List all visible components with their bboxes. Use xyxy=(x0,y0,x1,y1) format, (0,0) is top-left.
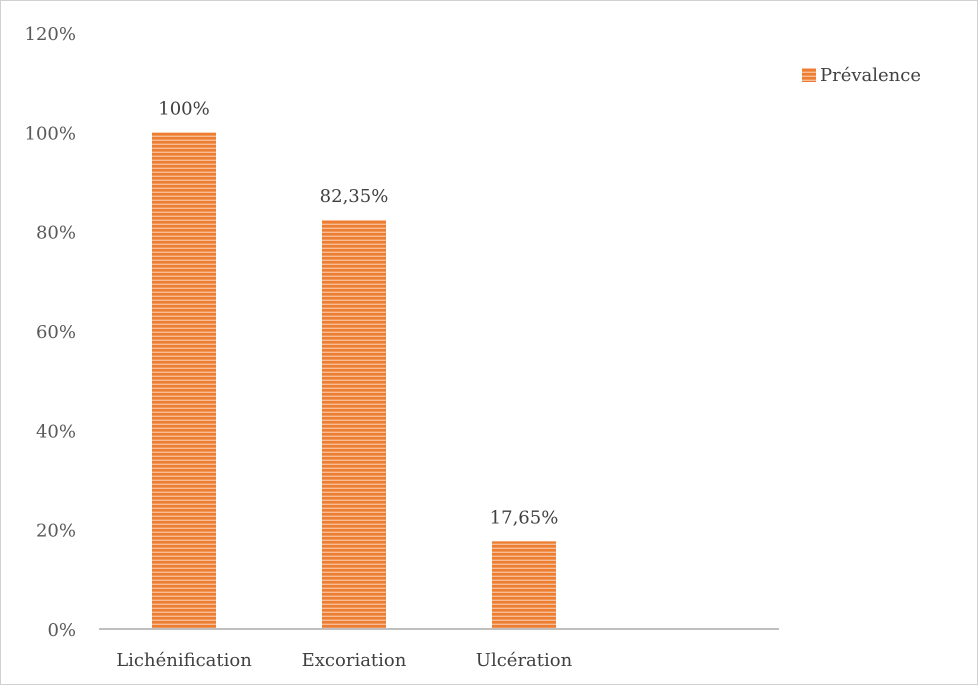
y-tick-label: 60% xyxy=(36,322,76,343)
legend-label: Prévalence xyxy=(820,65,921,86)
legend: Prévalence xyxy=(802,65,921,86)
x-category-label: Excoriation xyxy=(302,650,407,671)
bar-ulceration xyxy=(492,541,556,629)
y-axis: 0% 20% 40% 60% 80% 100% 120% xyxy=(25,24,76,641)
bar-excoriation xyxy=(322,219,386,629)
y-tick-label: 40% xyxy=(36,421,76,442)
x-category-label: Lichénification xyxy=(116,650,252,671)
legend-swatch xyxy=(802,68,816,82)
data-labels: 100% 82,35% 17,65% xyxy=(158,98,558,528)
y-tick-label: 120% xyxy=(25,24,76,45)
data-label: 100% xyxy=(158,98,209,119)
bars xyxy=(152,132,556,630)
data-label: 82,35% xyxy=(320,186,389,207)
bar-lichenification xyxy=(152,132,216,630)
x-category-label: Ulcération xyxy=(476,650,573,671)
data-label: 17,65% xyxy=(490,507,559,528)
y-tick-label: 20% xyxy=(36,521,76,542)
x-axis: Lichénification Excoriation Ulcération xyxy=(99,628,779,671)
y-tick-label: 0% xyxy=(47,620,76,641)
y-tick-label: 100% xyxy=(25,123,76,144)
y-tick-label: 80% xyxy=(36,223,76,244)
